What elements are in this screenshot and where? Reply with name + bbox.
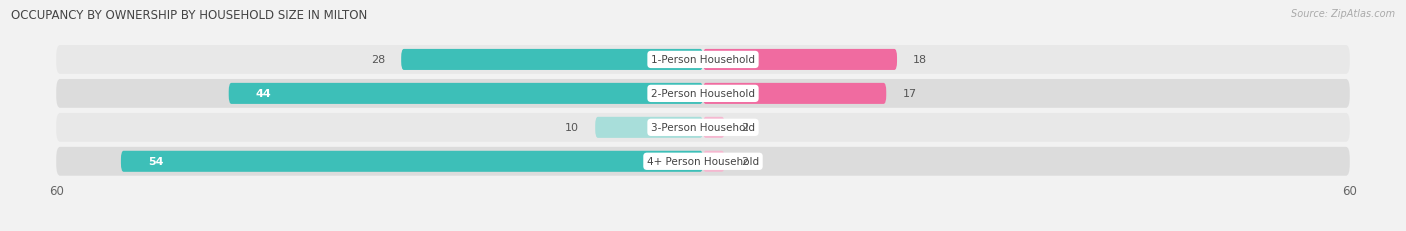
- Text: 10: 10: [565, 123, 579, 133]
- FancyBboxPatch shape: [56, 113, 1350, 142]
- FancyBboxPatch shape: [121, 151, 703, 172]
- Text: 18: 18: [914, 55, 928, 65]
- Text: 28: 28: [371, 55, 385, 65]
- Text: 2: 2: [741, 123, 748, 133]
- Text: 2-Person Household: 2-Person Household: [651, 89, 755, 99]
- Text: 2: 2: [741, 157, 748, 167]
- Text: 44: 44: [256, 89, 271, 99]
- Text: 3-Person Household: 3-Person Household: [651, 123, 755, 133]
- FancyBboxPatch shape: [595, 117, 703, 138]
- Text: 4+ Person Household: 4+ Person Household: [647, 157, 759, 167]
- Text: OCCUPANCY BY OWNERSHIP BY HOUSEHOLD SIZE IN MILTON: OCCUPANCY BY OWNERSHIP BY HOUSEHOLD SIZE…: [11, 9, 367, 22]
- Text: Source: ZipAtlas.com: Source: ZipAtlas.com: [1291, 9, 1395, 19]
- FancyBboxPatch shape: [56, 147, 1350, 176]
- FancyBboxPatch shape: [703, 151, 724, 172]
- FancyBboxPatch shape: [229, 83, 703, 104]
- FancyBboxPatch shape: [703, 83, 886, 104]
- FancyBboxPatch shape: [56, 46, 1350, 75]
- FancyBboxPatch shape: [703, 50, 897, 71]
- FancyBboxPatch shape: [401, 50, 703, 71]
- Text: 54: 54: [148, 157, 163, 167]
- FancyBboxPatch shape: [703, 117, 724, 138]
- Text: 1-Person Household: 1-Person Household: [651, 55, 755, 65]
- FancyBboxPatch shape: [56, 80, 1350, 108]
- Text: 17: 17: [903, 89, 917, 99]
